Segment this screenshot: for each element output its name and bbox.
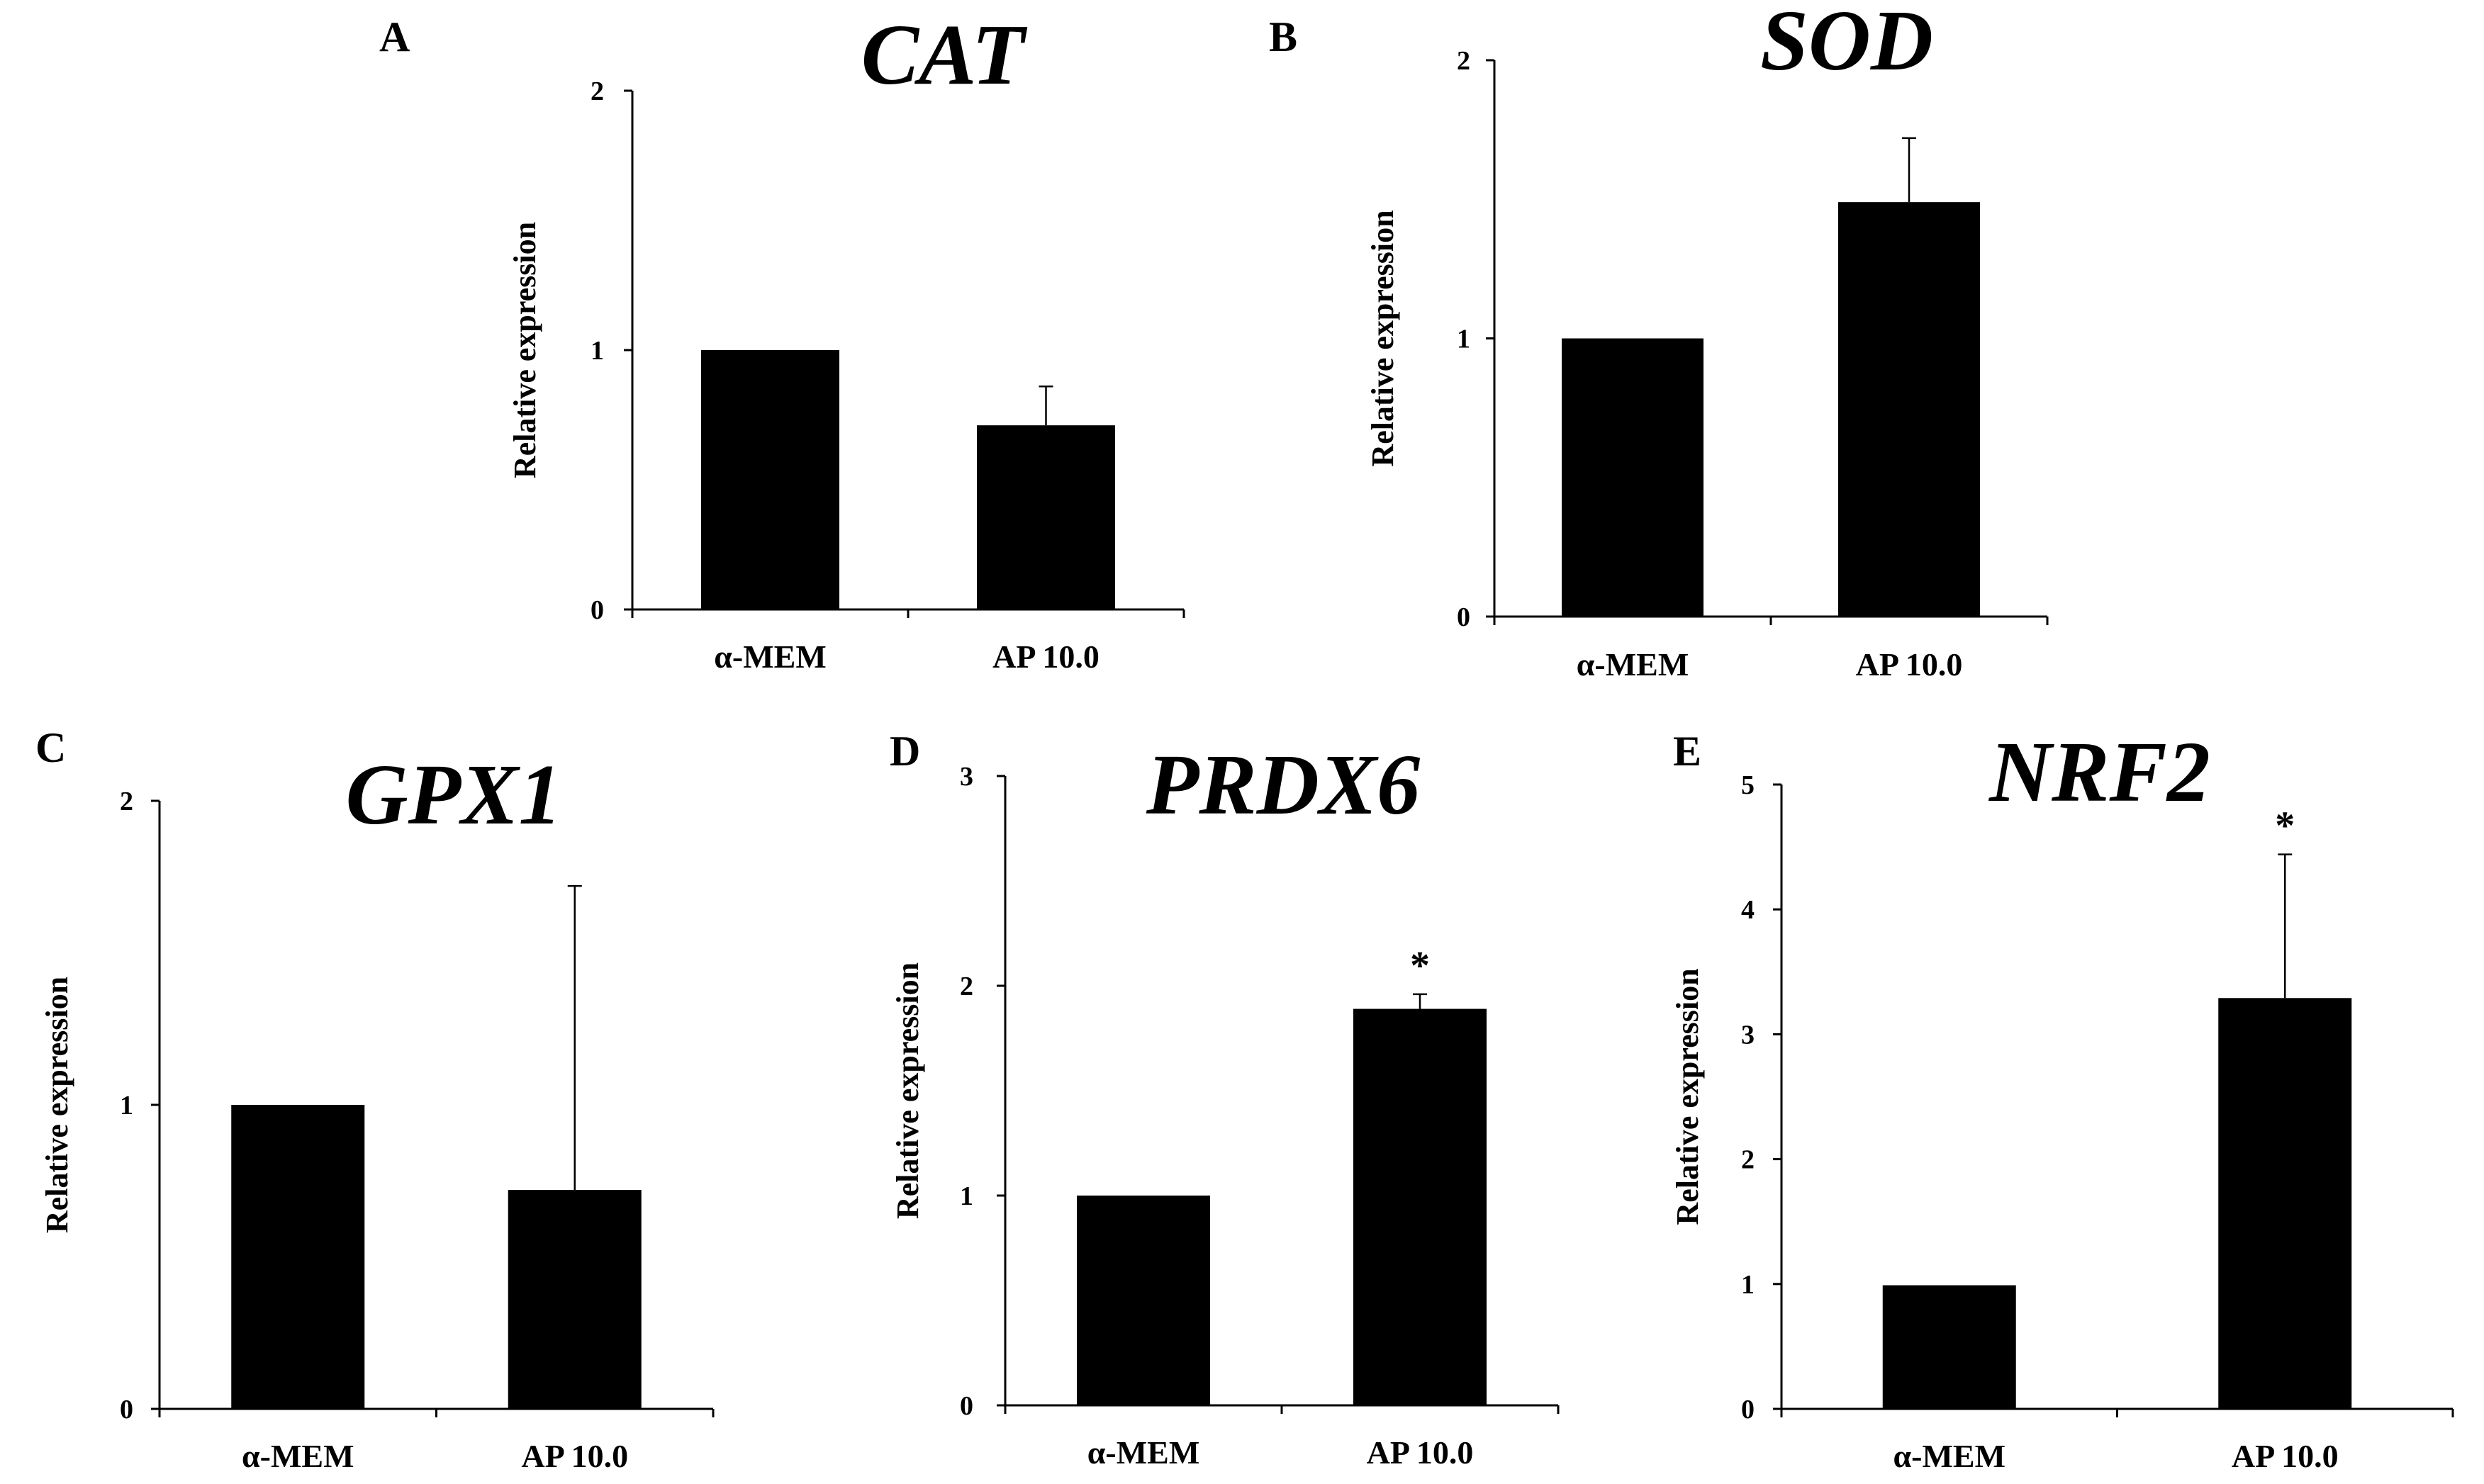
category-label: AP 10.0 <box>1856 646 1963 682</box>
panel-letter: D <box>890 728 920 775</box>
y-axis-label: Relative expression <box>1670 968 1705 1225</box>
bar-treatment <box>1353 1008 1487 1405</box>
chart-panel-e: E NRF2 Relative expression 0 1 2 3 4 5 α-MEM * AP 1… <box>1670 724 2454 1474</box>
y-tick-label: 1 <box>591 336 604 366</box>
y-tick-label: 0 <box>1741 1395 1755 1424</box>
bar-treatment <box>508 1190 642 1409</box>
chart-title: CAT <box>861 7 1028 103</box>
y-tick-label: 0 <box>960 1391 973 1421</box>
y-tick-label: 5 <box>1741 770 1755 800</box>
category-label: α-MEM <box>714 639 827 675</box>
category-label: AP 10.0 <box>1367 1434 1474 1471</box>
panel-letter: E <box>1673 728 1701 775</box>
y-axis-label: Relative expression <box>890 962 925 1219</box>
y-tick-label: 1 <box>120 1091 133 1120</box>
chart-panel-a: A CAT Relative expression 0 1 2 α-MEM AP 10.0 <box>379 7 1185 675</box>
y-tick-label: 4 <box>1741 895 1755 925</box>
bar-control <box>1562 338 1703 617</box>
bar-control <box>701 350 839 609</box>
y-axis-label: Relative expression <box>40 977 74 1233</box>
y-tick-label: 1 <box>960 1181 973 1211</box>
bar-treatment <box>2218 998 2352 1409</box>
category-label: α-MEM <box>242 1438 354 1474</box>
chart-panel-c: C GPX1 Relative expression 0 1 2 α-MEM AP 10.0 <box>35 724 715 1474</box>
chart-title: GPX1 <box>346 747 562 843</box>
chart-title: PRDX6 <box>1146 737 1420 833</box>
y-tick-label: 2 <box>1457 46 1470 76</box>
y-axis-label: Relative expression <box>1365 210 1400 466</box>
bar-treatment <box>977 425 1115 609</box>
y-tick-label: 1 <box>1457 325 1470 354</box>
category-label: AP 10.0 <box>2232 1438 2339 1474</box>
category-label: α-MEM <box>1087 1434 1200 1471</box>
chart-panel-d: D PRDX6 Relative expression 0 1 2 3 α-MEM * AP 10… <box>890 728 1560 1471</box>
chart-title: SOD <box>1760 0 1933 89</box>
panel-letter: B <box>1269 13 1297 60</box>
category-label: AP 10.0 <box>521 1438 628 1474</box>
y-tick-label: 0 <box>1457 602 1470 632</box>
y-tick-label: 2 <box>960 972 973 1001</box>
chart-title: NRF2 <box>1988 724 2210 820</box>
bar-control <box>231 1105 365 1409</box>
category-label: AP 10.0 <box>992 639 1100 675</box>
bar-control <box>1077 1196 1210 1405</box>
y-tick-label: 3 <box>960 762 973 792</box>
chart-panel-b: B SOD Relative expression 0 1 2 α-MEM AP 10.0 <box>1269 0 2049 682</box>
significance-marker: * <box>2275 804 2295 848</box>
y-tick-label: 0 <box>120 1395 133 1424</box>
y-tick-label: 2 <box>1741 1145 1755 1175</box>
y-axis-label: Relative expression <box>508 222 542 478</box>
bar-control <box>1882 1285 2016 1409</box>
y-tick-label: 1 <box>1741 1270 1755 1300</box>
bar-treatment <box>1838 202 1980 617</box>
y-tick-label: 2 <box>120 787 133 816</box>
category-label: α-MEM <box>1577 646 1689 682</box>
y-tick-label: 3 <box>1741 1020 1755 1050</box>
y-tick-label: 2 <box>591 77 604 106</box>
category-label: α-MEM <box>1893 1438 2005 1474</box>
panel-letter: C <box>35 724 66 771</box>
y-tick-label: 0 <box>591 595 604 625</box>
panel-letter: A <box>379 13 410 60</box>
significance-marker: * <box>1410 944 1430 988</box>
